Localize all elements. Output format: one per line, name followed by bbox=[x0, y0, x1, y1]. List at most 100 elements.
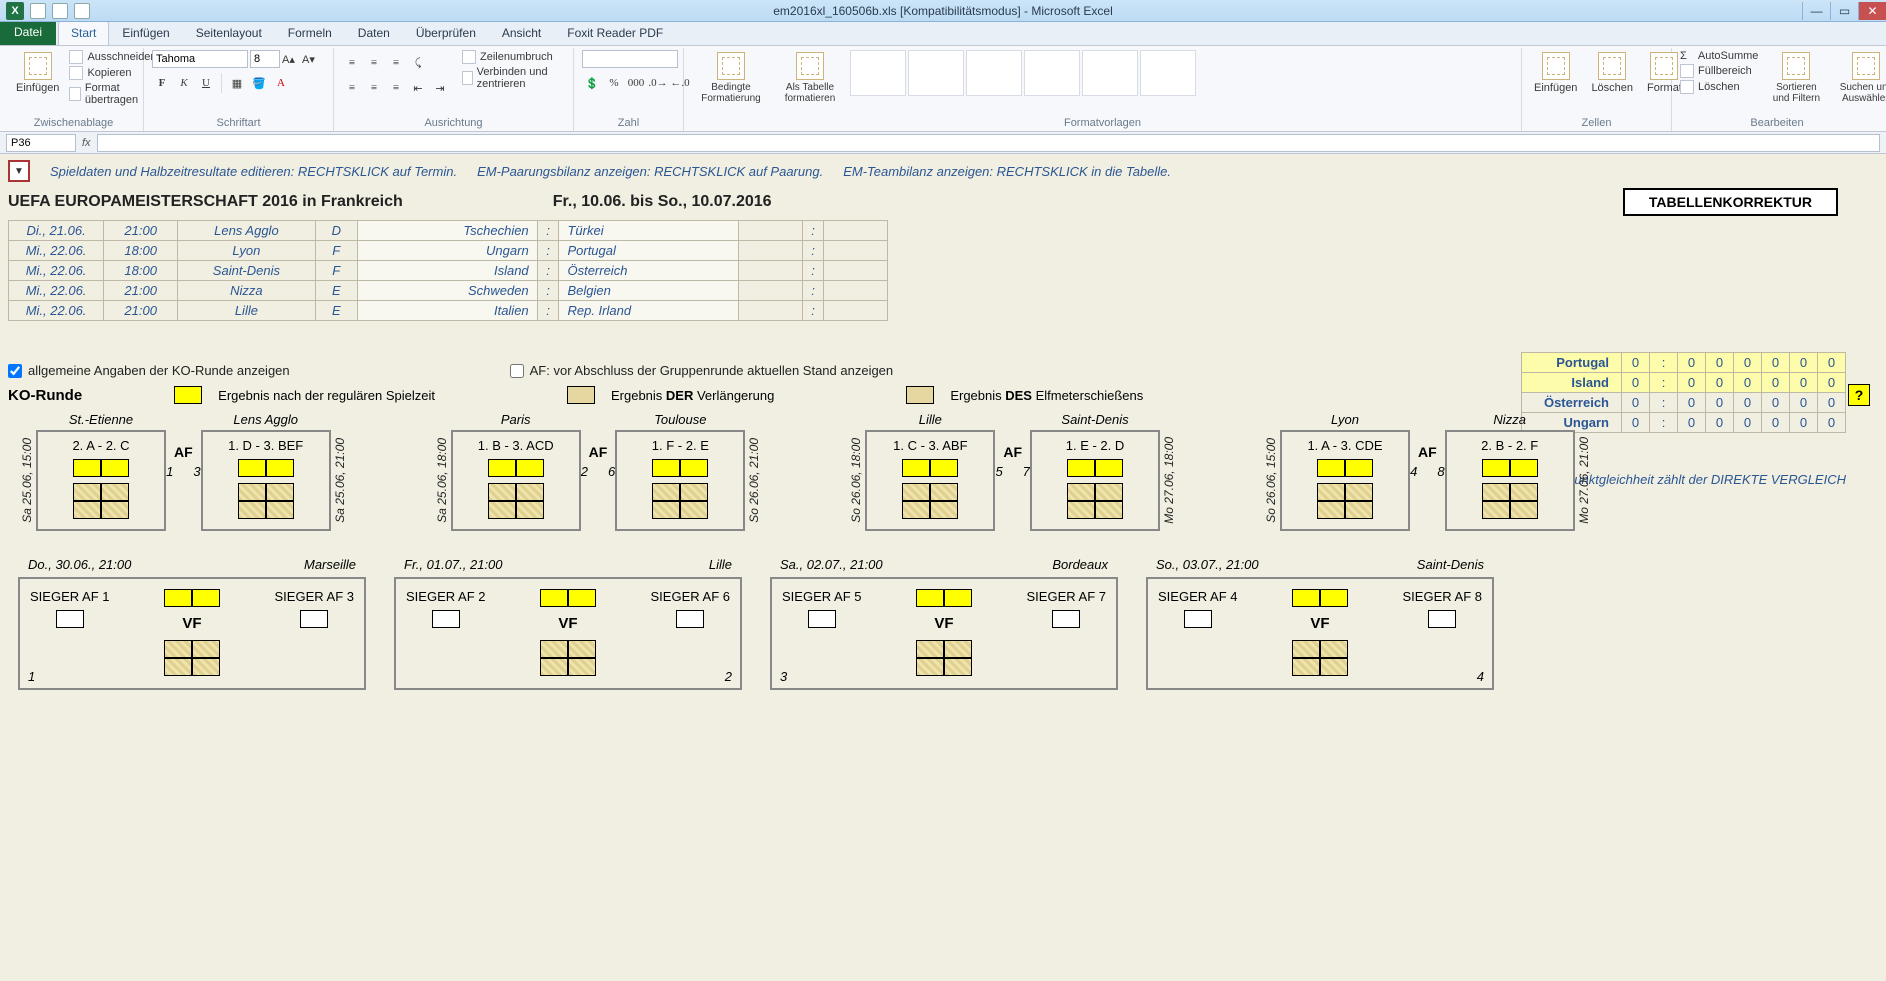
ko-chk2[interactable]: AF: vor Abschluss der Gruppenrunde aktue… bbox=[510, 363, 894, 378]
af-card[interactable]: Lens Agglo 1. D - 3. BEF bbox=[201, 430, 331, 531]
sort-filter-button[interactable]: Sortieren und Filtern bbox=[1764, 50, 1828, 106]
match-row[interactable]: Mi., 22.06.21:00NizzaESchweden:Belgien: bbox=[9, 281, 888, 301]
tab-ueberpruefen[interactable]: Überprüfen bbox=[403, 21, 489, 45]
maximize-button[interactable]: ▭ bbox=[1830, 2, 1858, 20]
af-city: Toulouse bbox=[617, 412, 743, 427]
tab-daten[interactable]: Daten bbox=[345, 21, 403, 45]
delete-cells-button[interactable]: Löschen bbox=[1587, 50, 1637, 96]
style-cell[interactable] bbox=[908, 50, 964, 96]
af-card[interactable]: Lille 1. C - 3. ABF bbox=[865, 430, 995, 531]
name-box[interactable]: P36 bbox=[6, 134, 76, 152]
insert-cells-button[interactable]: Einfügen bbox=[1530, 50, 1581, 96]
fill-color-button[interactable]: 🪣 bbox=[249, 73, 269, 93]
style-cell[interactable] bbox=[966, 50, 1022, 96]
ko-chk1-box[interactable] bbox=[8, 364, 22, 378]
indent-inc-icon[interactable]: ⇥ bbox=[430, 78, 450, 98]
vf-score-left[interactable] bbox=[432, 610, 460, 628]
match-row[interactable]: Mi., 22.06.18:00Saint-DenisFIsland:Öster… bbox=[9, 261, 888, 281]
af-card[interactable]: Toulouse 1. F - 2. E bbox=[615, 430, 745, 531]
vf-card[interactable]: Fr., 01.07., 21:00Lille SIEGER AF 2 VF S… bbox=[394, 577, 742, 690]
style-cell[interactable] bbox=[1024, 50, 1080, 96]
file-tab[interactable]: Datei bbox=[0, 21, 56, 45]
find-select-button[interactable]: Suchen und Auswählen bbox=[1834, 50, 1886, 106]
border-button[interactable]: ▦ bbox=[227, 73, 247, 93]
conditional-formatting-button[interactable]: Bedingte Formatierung bbox=[692, 50, 770, 106]
tabellenkorrektur-button[interactable]: TABELLENKORREKTUR bbox=[1623, 188, 1838, 216]
standings-row[interactable]: Österreich0:000000 bbox=[1522, 393, 1846, 413]
af-city: Paris bbox=[453, 412, 579, 427]
underline-button[interactable]: U bbox=[196, 73, 216, 93]
vf-score-right[interactable] bbox=[1428, 610, 1456, 628]
qat-redo-icon[interactable] bbox=[74, 3, 90, 19]
tab-start[interactable]: Start bbox=[58, 21, 109, 45]
help-button[interactable]: ? bbox=[1848, 384, 1870, 406]
vf-card[interactable]: Do., 30.06., 21:00Marseille SIEGER AF 1 … bbox=[18, 577, 366, 690]
paste-button[interactable]: Einfügen bbox=[12, 50, 63, 96]
tab-foxit[interactable]: Foxit Reader PDF bbox=[554, 21, 676, 45]
vf-score-right[interactable] bbox=[676, 610, 704, 628]
font-size-input[interactable] bbox=[250, 50, 280, 68]
vf-card[interactable]: Sa., 02.07., 21:00Bordeaux SIEGER AF 5 V… bbox=[770, 577, 1118, 690]
ko-chk1[interactable]: allgemeine Angaben der KO-Runde anzeigen bbox=[8, 363, 290, 378]
vf-score-right[interactable] bbox=[1052, 610, 1080, 628]
merge-button[interactable]: Verbinden und zentrieren bbox=[462, 66, 565, 90]
comma-icon[interactable]: 000 bbox=[626, 73, 646, 93]
tab-seitenlayout[interactable]: Seitenlayout bbox=[183, 21, 275, 45]
af-card[interactable]: Lyon 1. A - 3. CDE bbox=[1280, 430, 1410, 531]
style-cell[interactable] bbox=[850, 50, 906, 96]
qat-undo-icon[interactable] bbox=[52, 3, 68, 19]
worksheet[interactable]: ▼ Spieldaten und Halbzeitresultate editi… bbox=[0, 154, 1886, 981]
qat-save-icon[interactable] bbox=[30, 3, 46, 19]
autosum-button[interactable]: Σ AutoSumme bbox=[1680, 50, 1758, 62]
tab-formeln[interactable]: Formeln bbox=[275, 21, 345, 45]
standings-row[interactable]: Portugal0:000000 bbox=[1522, 353, 1846, 373]
italic-button[interactable]: K bbox=[174, 73, 194, 93]
vf-score-left[interactable] bbox=[808, 610, 836, 628]
match-row[interactable]: Di., 21.06.21:00Lens AggloDTschechien:Tü… bbox=[9, 221, 888, 241]
ko-chk2-box[interactable] bbox=[510, 364, 524, 378]
af-card[interactable]: St.-Etienne 2. A - 2. C bbox=[36, 430, 166, 531]
clear-button[interactable]: Löschen bbox=[1680, 80, 1758, 94]
style-cell[interactable] bbox=[1140, 50, 1196, 96]
currency-icon[interactable]: 💲 bbox=[582, 73, 602, 93]
tab-ansicht[interactable]: Ansicht bbox=[489, 21, 554, 45]
align-middle-icon[interactable]: ≡ bbox=[364, 53, 384, 73]
fill-button[interactable]: Füllbereich bbox=[1680, 64, 1758, 78]
font-color-button[interactable]: A bbox=[271, 73, 291, 93]
percent-icon[interactable]: % bbox=[604, 73, 624, 93]
align-center-icon[interactable]: ≡ bbox=[364, 78, 384, 98]
increase-font-icon[interactable]: A▴ bbox=[282, 53, 300, 66]
cell-styles-gallery[interactable] bbox=[850, 50, 1196, 96]
inc-decimal-icon[interactable]: .0→ bbox=[648, 73, 668, 93]
vf-score-left[interactable] bbox=[56, 610, 84, 628]
match-row[interactable]: Mi., 22.06.21:00LilleEItalien:Rep. Irlan… bbox=[9, 301, 888, 321]
align-bottom-icon[interactable]: ≡ bbox=[386, 53, 406, 73]
align-top-icon[interactable]: ≡ bbox=[342, 53, 362, 73]
decrease-font-icon[interactable]: A▾ bbox=[302, 53, 320, 66]
vf-card[interactable]: So., 03.07., 21:00Saint-Denis SIEGER AF … bbox=[1146, 577, 1494, 690]
formula-input[interactable] bbox=[97, 134, 1880, 152]
align-left-icon[interactable]: ≡ bbox=[342, 78, 362, 98]
af-card[interactable]: Saint-Denis 1. E - 2. D bbox=[1030, 430, 1160, 531]
match-row[interactable]: Mi., 22.06.18:00LyonFUngarn:Portugal: bbox=[9, 241, 888, 261]
wrap-text-button[interactable]: Zeilenumbruch bbox=[462, 50, 565, 64]
hint-toggle-button[interactable]: ▼ bbox=[8, 160, 30, 182]
vf-score-left[interactable] bbox=[1184, 610, 1212, 628]
number-format-input[interactable] bbox=[582, 50, 678, 68]
vf-score-right[interactable] bbox=[300, 610, 328, 628]
standings-row[interactable]: Island0:000000 bbox=[1522, 373, 1846, 393]
font-name-input[interactable] bbox=[152, 50, 248, 68]
minimize-button[interactable]: — bbox=[1802, 2, 1830, 20]
format-as-table-button[interactable]: Als Tabelle formatieren bbox=[776, 50, 844, 106]
close-button[interactable]: ✕ bbox=[1858, 2, 1886, 20]
align-right-icon[interactable]: ≡ bbox=[386, 78, 406, 98]
orientation-icon[interactable]: ⤹ bbox=[408, 53, 428, 73]
fx-icon[interactable]: fx bbox=[82, 137, 91, 149]
af-card[interactable]: Paris 1. B - 3. ACD bbox=[451, 430, 581, 531]
af-card[interactable]: Nizza 2. B - 2. F bbox=[1445, 430, 1575, 531]
bold-button[interactable]: F bbox=[152, 73, 172, 93]
style-cell[interactable] bbox=[1082, 50, 1138, 96]
group-styles-label: Formatvorlagen bbox=[692, 115, 1513, 131]
indent-dec-icon[interactable]: ⇤ bbox=[408, 78, 428, 98]
tab-einfuegen[interactable]: Einfügen bbox=[109, 21, 182, 45]
